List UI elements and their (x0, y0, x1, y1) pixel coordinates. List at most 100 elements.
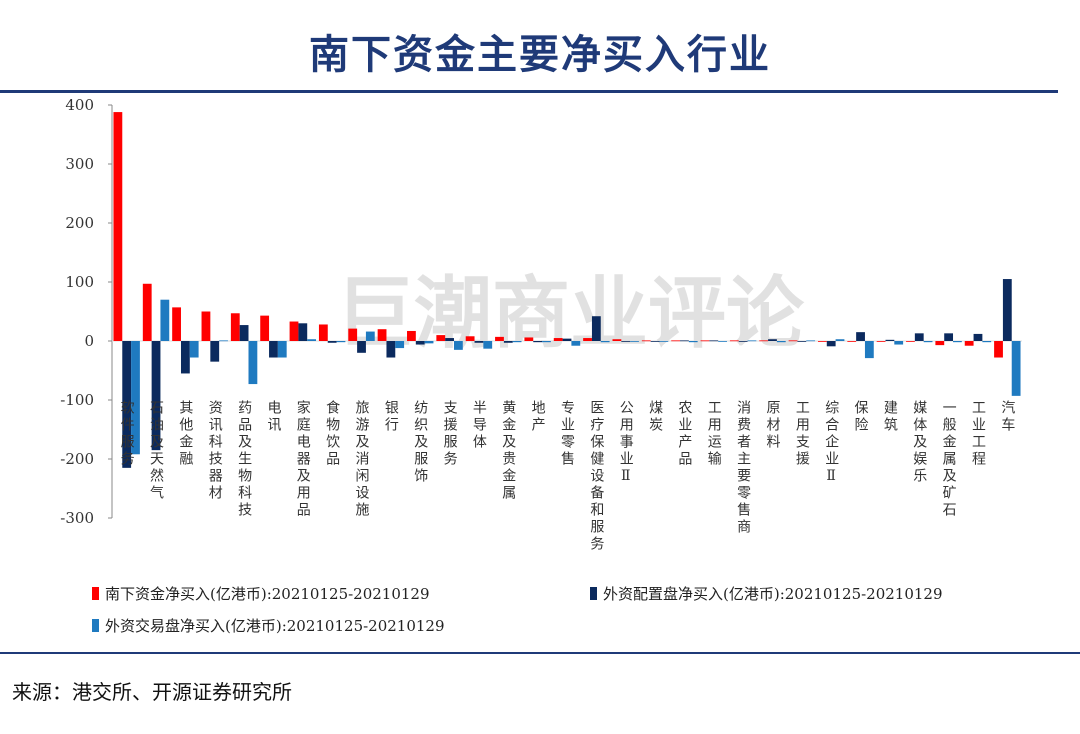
bar-2 (357, 341, 366, 353)
bar-3 (747, 340, 757, 342)
x-tick-label: 医疗保健设备和服务 (588, 400, 604, 553)
bar-3 (630, 341, 639, 342)
watermark: 巨潮商业评论 (336, 269, 805, 359)
bar-1 (495, 336, 504, 341)
bar-3 (219, 340, 228, 342)
bar-2 (210, 341, 220, 362)
bar-1 (700, 340, 710, 342)
bar-1 (964, 341, 974, 346)
x-tick-label: 一般金属及矿石 (941, 400, 957, 519)
bar-1 (318, 324, 328, 341)
bar-3 (277, 341, 287, 358)
bar-1 (788, 340, 798, 342)
bar-2 (180, 341, 190, 374)
bar-2 (386, 341, 396, 358)
bar-3 (953, 341, 962, 343)
bar-2 (151, 341, 161, 451)
legend-swatch (92, 587, 99, 600)
bar-2 (914, 333, 924, 341)
bar-2 (738, 341, 748, 342)
x-tick-label: 煤炭 (647, 400, 663, 434)
bar-1 (142, 283, 152, 341)
bar-2 (591, 316, 601, 341)
legend-label: 外资交易盘净买入(亿港币):20210125-20210129 (105, 617, 445, 635)
bar-3 (923, 341, 933, 343)
x-tick-label: 旅游及消闲设施 (354, 400, 370, 519)
bar-3 (336, 341, 346, 343)
bar-3 (659, 341, 669, 342)
legend-label: 南下资金净买入(亿港币):20210125-20210129 (105, 585, 430, 603)
bar-1 (847, 341, 857, 342)
x-tick-label: 综合企业Ⅱ (823, 400, 839, 487)
x-tick-label: 消费者主要零售商 (735, 400, 751, 536)
bar-2 (122, 341, 132, 468)
x-tick-label: 石油及天然气 (148, 400, 164, 502)
bar-3 (365, 331, 375, 341)
bar-1 (201, 311, 211, 341)
bar-2 (415, 341, 425, 345)
bar-2 (856, 332, 865, 341)
y-tick-label: -100 (60, 391, 94, 409)
x-tick-label: 食物饮品 (324, 399, 340, 468)
footer-divider (0, 652, 1080, 654)
bar-1 (172, 307, 181, 341)
bar-2 (503, 341, 513, 343)
bar-3 (189, 341, 199, 358)
bar-2 (533, 341, 543, 343)
bar-2 (797, 341, 807, 342)
bar-1 (906, 341, 915, 342)
bar-2 (885, 339, 895, 341)
bar-3 (131, 341, 140, 455)
bar-3 (395, 341, 405, 349)
bar-1 (935, 341, 945, 346)
bar-3 (835, 339, 845, 341)
y-tick-label: 100 (65, 273, 94, 291)
bar-2 (269, 341, 278, 358)
bar-3 (718, 341, 727, 342)
x-tick-label: 软件服务 (119, 400, 135, 468)
x-tick-label: 媒体及娱乐 (911, 400, 927, 485)
legend-label: 外资配置盘净买入(亿港币):20210125-20210129 (603, 585, 943, 603)
x-tick-label: 黄金及贵金属 (500, 399, 516, 502)
x-tick-label: 其他金融 (177, 400, 193, 468)
bar-3 (571, 341, 581, 346)
x-tick-label: 汽车 (999, 400, 1015, 434)
bar-2 (709, 340, 719, 342)
x-tick-label: 公用事业Ⅱ (618, 400, 634, 487)
bar-2 (826, 341, 836, 347)
bar-1 (289, 321, 299, 341)
y-tick-label: 0 (84, 332, 94, 350)
y-tick-label: 300 (65, 155, 94, 173)
x-tick-label: 农业产品 (676, 400, 692, 468)
bar-2 (680, 340, 689, 342)
bar-2 (298, 323, 308, 341)
bar-3 (424, 341, 434, 344)
bar-1 (436, 335, 446, 341)
bar-1 (641, 340, 651, 342)
x-tick-label: 资讯科技器材 (207, 400, 223, 502)
bar-3 (542, 341, 551, 343)
bar-2 (327, 341, 337, 343)
bar-1 (113, 112, 123, 341)
bar-2 (474, 341, 484, 343)
x-tick-label: 银行 (383, 400, 399, 434)
bar-3 (1011, 341, 1021, 396)
bar-2 (621, 341, 631, 342)
bar-2 (973, 333, 983, 341)
bar-1 (876, 341, 886, 342)
bar-2 (445, 338, 454, 341)
bar-3 (600, 341, 610, 343)
title-divider (0, 90, 1058, 93)
bar-chart: 巨潮商业评论 -300 -200 -100 0 100 200 300 400 软件服务 石油及天然… (60, 96, 1022, 635)
bar-3 (776, 341, 786, 343)
bar-1 (583, 338, 592, 341)
bar-3 (806, 340, 816, 342)
bar-3 (248, 341, 258, 385)
legend-swatch (92, 619, 99, 632)
bar-1 (994, 341, 1003, 358)
bar-1 (817, 341, 827, 342)
legend-swatch (590, 587, 597, 600)
source-note: 来源：港交所、开源证券研究所 (12, 680, 292, 704)
bar-2 (239, 325, 249, 341)
